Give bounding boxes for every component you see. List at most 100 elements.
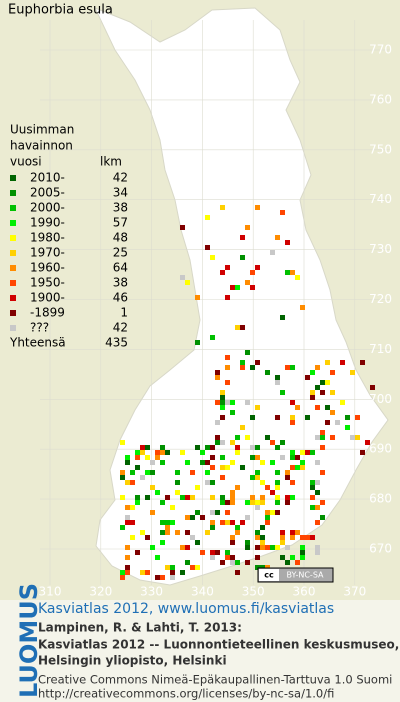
record-square bbox=[300, 460, 305, 465]
record-square bbox=[310, 390, 315, 395]
record-square bbox=[265, 545, 270, 550]
record-square bbox=[175, 530, 180, 535]
record-square bbox=[220, 400, 225, 405]
record-square bbox=[360, 360, 365, 365]
record-square bbox=[230, 535, 235, 540]
record-square bbox=[290, 365, 295, 370]
record-square bbox=[230, 520, 235, 525]
record-square bbox=[150, 470, 155, 475]
record-square bbox=[300, 535, 305, 540]
record-square bbox=[210, 465, 215, 470]
record-square bbox=[320, 500, 325, 505]
easting-label: 330 bbox=[140, 585, 163, 599]
record-square bbox=[365, 440, 370, 445]
record-square bbox=[140, 445, 145, 450]
record-square bbox=[315, 550, 320, 555]
record-square bbox=[295, 405, 300, 410]
record-square bbox=[315, 490, 320, 495]
record-square bbox=[180, 495, 185, 500]
record-square bbox=[120, 575, 125, 580]
record-square bbox=[165, 525, 170, 530]
northing-label: 770 bbox=[369, 43, 392, 57]
record-square bbox=[125, 545, 130, 550]
record-square bbox=[210, 520, 215, 525]
record-square bbox=[230, 410, 235, 415]
record-square bbox=[220, 440, 225, 445]
record-square bbox=[160, 500, 165, 505]
northing-label: 740 bbox=[369, 192, 392, 206]
legend-label: 1960- bbox=[30, 261, 65, 275]
record-square bbox=[280, 315, 285, 320]
record-square bbox=[220, 495, 225, 500]
record-square bbox=[340, 360, 345, 365]
record-square bbox=[235, 525, 240, 530]
legend-label: 2005- bbox=[30, 186, 65, 200]
record-square bbox=[280, 455, 285, 460]
record-square bbox=[195, 340, 200, 345]
record-square bbox=[225, 500, 230, 505]
record-square bbox=[120, 495, 125, 500]
record-square bbox=[165, 520, 170, 525]
legend-label: 1970- bbox=[30, 246, 65, 260]
record-square bbox=[245, 545, 250, 550]
record-square bbox=[120, 570, 125, 575]
record-square bbox=[285, 365, 290, 370]
record-square bbox=[290, 535, 295, 540]
record-square bbox=[215, 370, 220, 375]
record-square bbox=[275, 470, 280, 475]
legend: 2010- 42 2005- 34 2000- 38 1990- 57 1980- 48 1970-… bbox=[10, 171, 128, 335]
record-square bbox=[310, 505, 315, 510]
record-square bbox=[160, 450, 165, 455]
record-square bbox=[285, 270, 290, 275]
record-square bbox=[185, 515, 190, 520]
legend-total-label: Yhteensä bbox=[9, 336, 66, 350]
record-square bbox=[320, 435, 325, 440]
record-square bbox=[155, 555, 160, 560]
record-square bbox=[330, 435, 335, 440]
record-square bbox=[295, 560, 300, 565]
record-square bbox=[220, 465, 225, 470]
record-square bbox=[125, 480, 130, 485]
record-square bbox=[315, 460, 320, 465]
record-square bbox=[125, 455, 130, 460]
record-square bbox=[275, 415, 280, 420]
citation: Lampinen, R. & Lahti, T. 2013: bbox=[38, 621, 242, 635]
record-square bbox=[215, 400, 220, 405]
record-square bbox=[220, 500, 225, 505]
legend-count: 42 bbox=[113, 321, 128, 335]
legend-heading: vuosi bbox=[10, 155, 42, 169]
record-square bbox=[280, 540, 285, 545]
northing-label: 720 bbox=[369, 292, 392, 306]
record-square bbox=[240, 360, 245, 365]
record-square bbox=[180, 545, 185, 550]
record-square bbox=[280, 530, 285, 535]
legend-label: 2000- bbox=[30, 201, 65, 215]
record-square bbox=[225, 520, 230, 525]
legend-swatch bbox=[10, 175, 16, 181]
cc-badge: cc BY-NC-SA bbox=[257, 567, 334, 583]
record-square bbox=[340, 400, 345, 405]
record-square bbox=[310, 495, 315, 500]
record-square bbox=[310, 485, 315, 490]
record-square bbox=[125, 515, 130, 520]
record-square bbox=[255, 455, 260, 460]
record-square bbox=[255, 360, 260, 365]
record-square bbox=[325, 380, 330, 385]
record-square bbox=[200, 515, 205, 520]
record-square bbox=[255, 475, 260, 480]
record-square bbox=[285, 475, 290, 480]
record-square bbox=[350, 370, 355, 375]
record-square bbox=[165, 565, 170, 570]
record-square bbox=[185, 545, 190, 550]
record-square bbox=[260, 525, 265, 530]
record-square bbox=[290, 465, 295, 470]
record-square bbox=[210, 525, 215, 530]
legend-swatch bbox=[10, 280, 16, 286]
record-square bbox=[240, 235, 245, 240]
record-square bbox=[330, 410, 335, 415]
record-square bbox=[195, 295, 200, 300]
record-square bbox=[180, 570, 185, 575]
record-square bbox=[230, 500, 235, 505]
record-square bbox=[165, 530, 170, 535]
record-square bbox=[280, 210, 285, 215]
